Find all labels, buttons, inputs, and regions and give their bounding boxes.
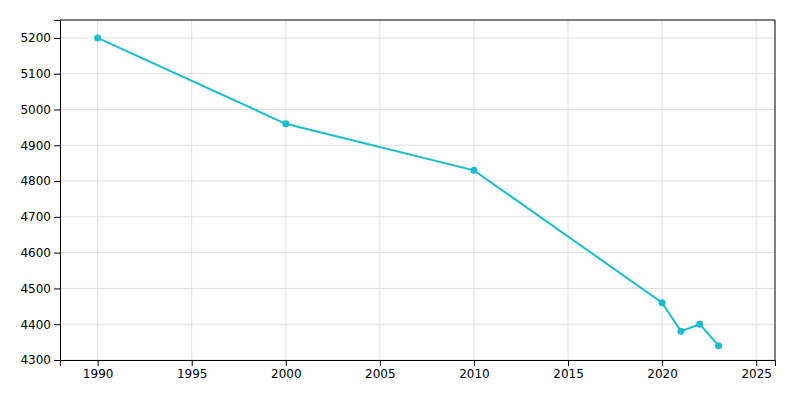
marks (94, 34, 722, 349)
tick: 2015 (553, 360, 584, 381)
grid-line (60, 252, 775, 253)
x-axis: 1990 1995 2000 2005 2010 2015 2020 2025 (61, 360, 776, 381)
tick: 4900 (20, 139, 60, 153)
tick-mark (474, 360, 475, 366)
grid-line (97, 20, 98, 360)
tick: 5000 (20, 103, 60, 117)
tick-label: 2000 (271, 367, 302, 381)
grid-line (60, 145, 775, 146)
tick-mark (54, 38, 60, 39)
point (282, 120, 289, 127)
grid-line (60, 216, 775, 217)
y-axis: 4300 4400 4500 4600 4700 4800 4900 5000 5100 5200 (20, 21, 60, 368)
tick-mark (54, 145, 60, 146)
tick-label: 2015 (553, 367, 584, 381)
point (470, 167, 477, 174)
tick: 1995 (177, 360, 208, 381)
grid-line (568, 20, 569, 360)
tick-label: 2025 (741, 367, 772, 381)
tick-label: 2005 (365, 367, 396, 381)
tick-mark (54, 253, 60, 254)
point (677, 328, 684, 335)
tick-label: 4300 (20, 353, 51, 367)
point (715, 342, 722, 349)
tick-mark (662, 360, 663, 366)
tick-mark (192, 360, 193, 366)
grid-line (473, 20, 474, 360)
tick-mark (54, 181, 60, 182)
frame (60, 20, 775, 21)
tick: 2020 (647, 360, 678, 381)
axis-line (61, 361, 776, 367)
tick: 2005 (365, 360, 396, 381)
tick-mark (756, 360, 757, 366)
axis-line (54, 21, 61, 361)
grid-line (191, 20, 192, 360)
tick-mark (54, 217, 60, 218)
chart: 1990 1995 2000 2005 2010 2015 2020 2025 4300 4400… (0, 0, 800, 400)
tick-label: 4800 (20, 174, 51, 188)
grid-line (285, 20, 286, 360)
tick-mark (380, 360, 381, 366)
tick-mark (54, 109, 60, 110)
grid-line (60, 73, 775, 74)
frame (775, 20, 776, 360)
grid (60, 20, 775, 360)
tick-label: 4900 (20, 139, 51, 153)
tick: 2000 (271, 360, 302, 381)
point (696, 321, 703, 328)
tick: 4700 (20, 210, 60, 224)
tick: 2010 (459, 360, 490, 381)
tick-mark (568, 360, 569, 366)
tick-label: 4500 (20, 282, 51, 296)
plot: 1990 1995 2000 2005 2010 2015 2020 2025 4300 4400… (20, 20, 775, 381)
tick-mark (286, 360, 287, 366)
grid-line (60, 324, 775, 325)
tick: 5100 (20, 67, 60, 81)
tick-label: 2010 (459, 367, 490, 381)
tick-label: 2020 (647, 367, 678, 381)
tick-mark (54, 74, 60, 75)
grid-line (60, 288, 775, 289)
grid-line (60, 109, 775, 110)
tick-mark (98, 360, 99, 366)
tick: 4500 (20, 282, 60, 296)
tick-label: 1995 (177, 367, 208, 381)
tick: 4600 (20, 246, 60, 260)
tick: 4300 (20, 353, 60, 367)
tick-label: 4700 (20, 210, 51, 224)
point (659, 299, 666, 306)
tick: 5200 (20, 31, 60, 45)
tick: 4800 (20, 174, 60, 188)
tick-label: 5000 (20, 103, 51, 117)
tick-label: 4600 (20, 246, 51, 260)
grid-line (379, 20, 380, 360)
grid-line (662, 20, 663, 360)
tick-label: 1990 (83, 367, 114, 381)
tick: 1990 (83, 360, 114, 381)
tick-label: 5100 (20, 67, 51, 81)
tick: 4400 (20, 318, 60, 332)
tick-mark (54, 288, 60, 289)
point (94, 34, 101, 41)
tick-mark (54, 360, 60, 361)
grid-line (60, 181, 775, 182)
line (98, 38, 719, 346)
tick-label: 5200 (20, 31, 51, 45)
tick-label: 4400 (20, 318, 51, 332)
tick-mark (54, 324, 60, 325)
grid-line (60, 37, 775, 38)
grid-line (756, 20, 757, 360)
tick: 2025 (741, 360, 772, 381)
